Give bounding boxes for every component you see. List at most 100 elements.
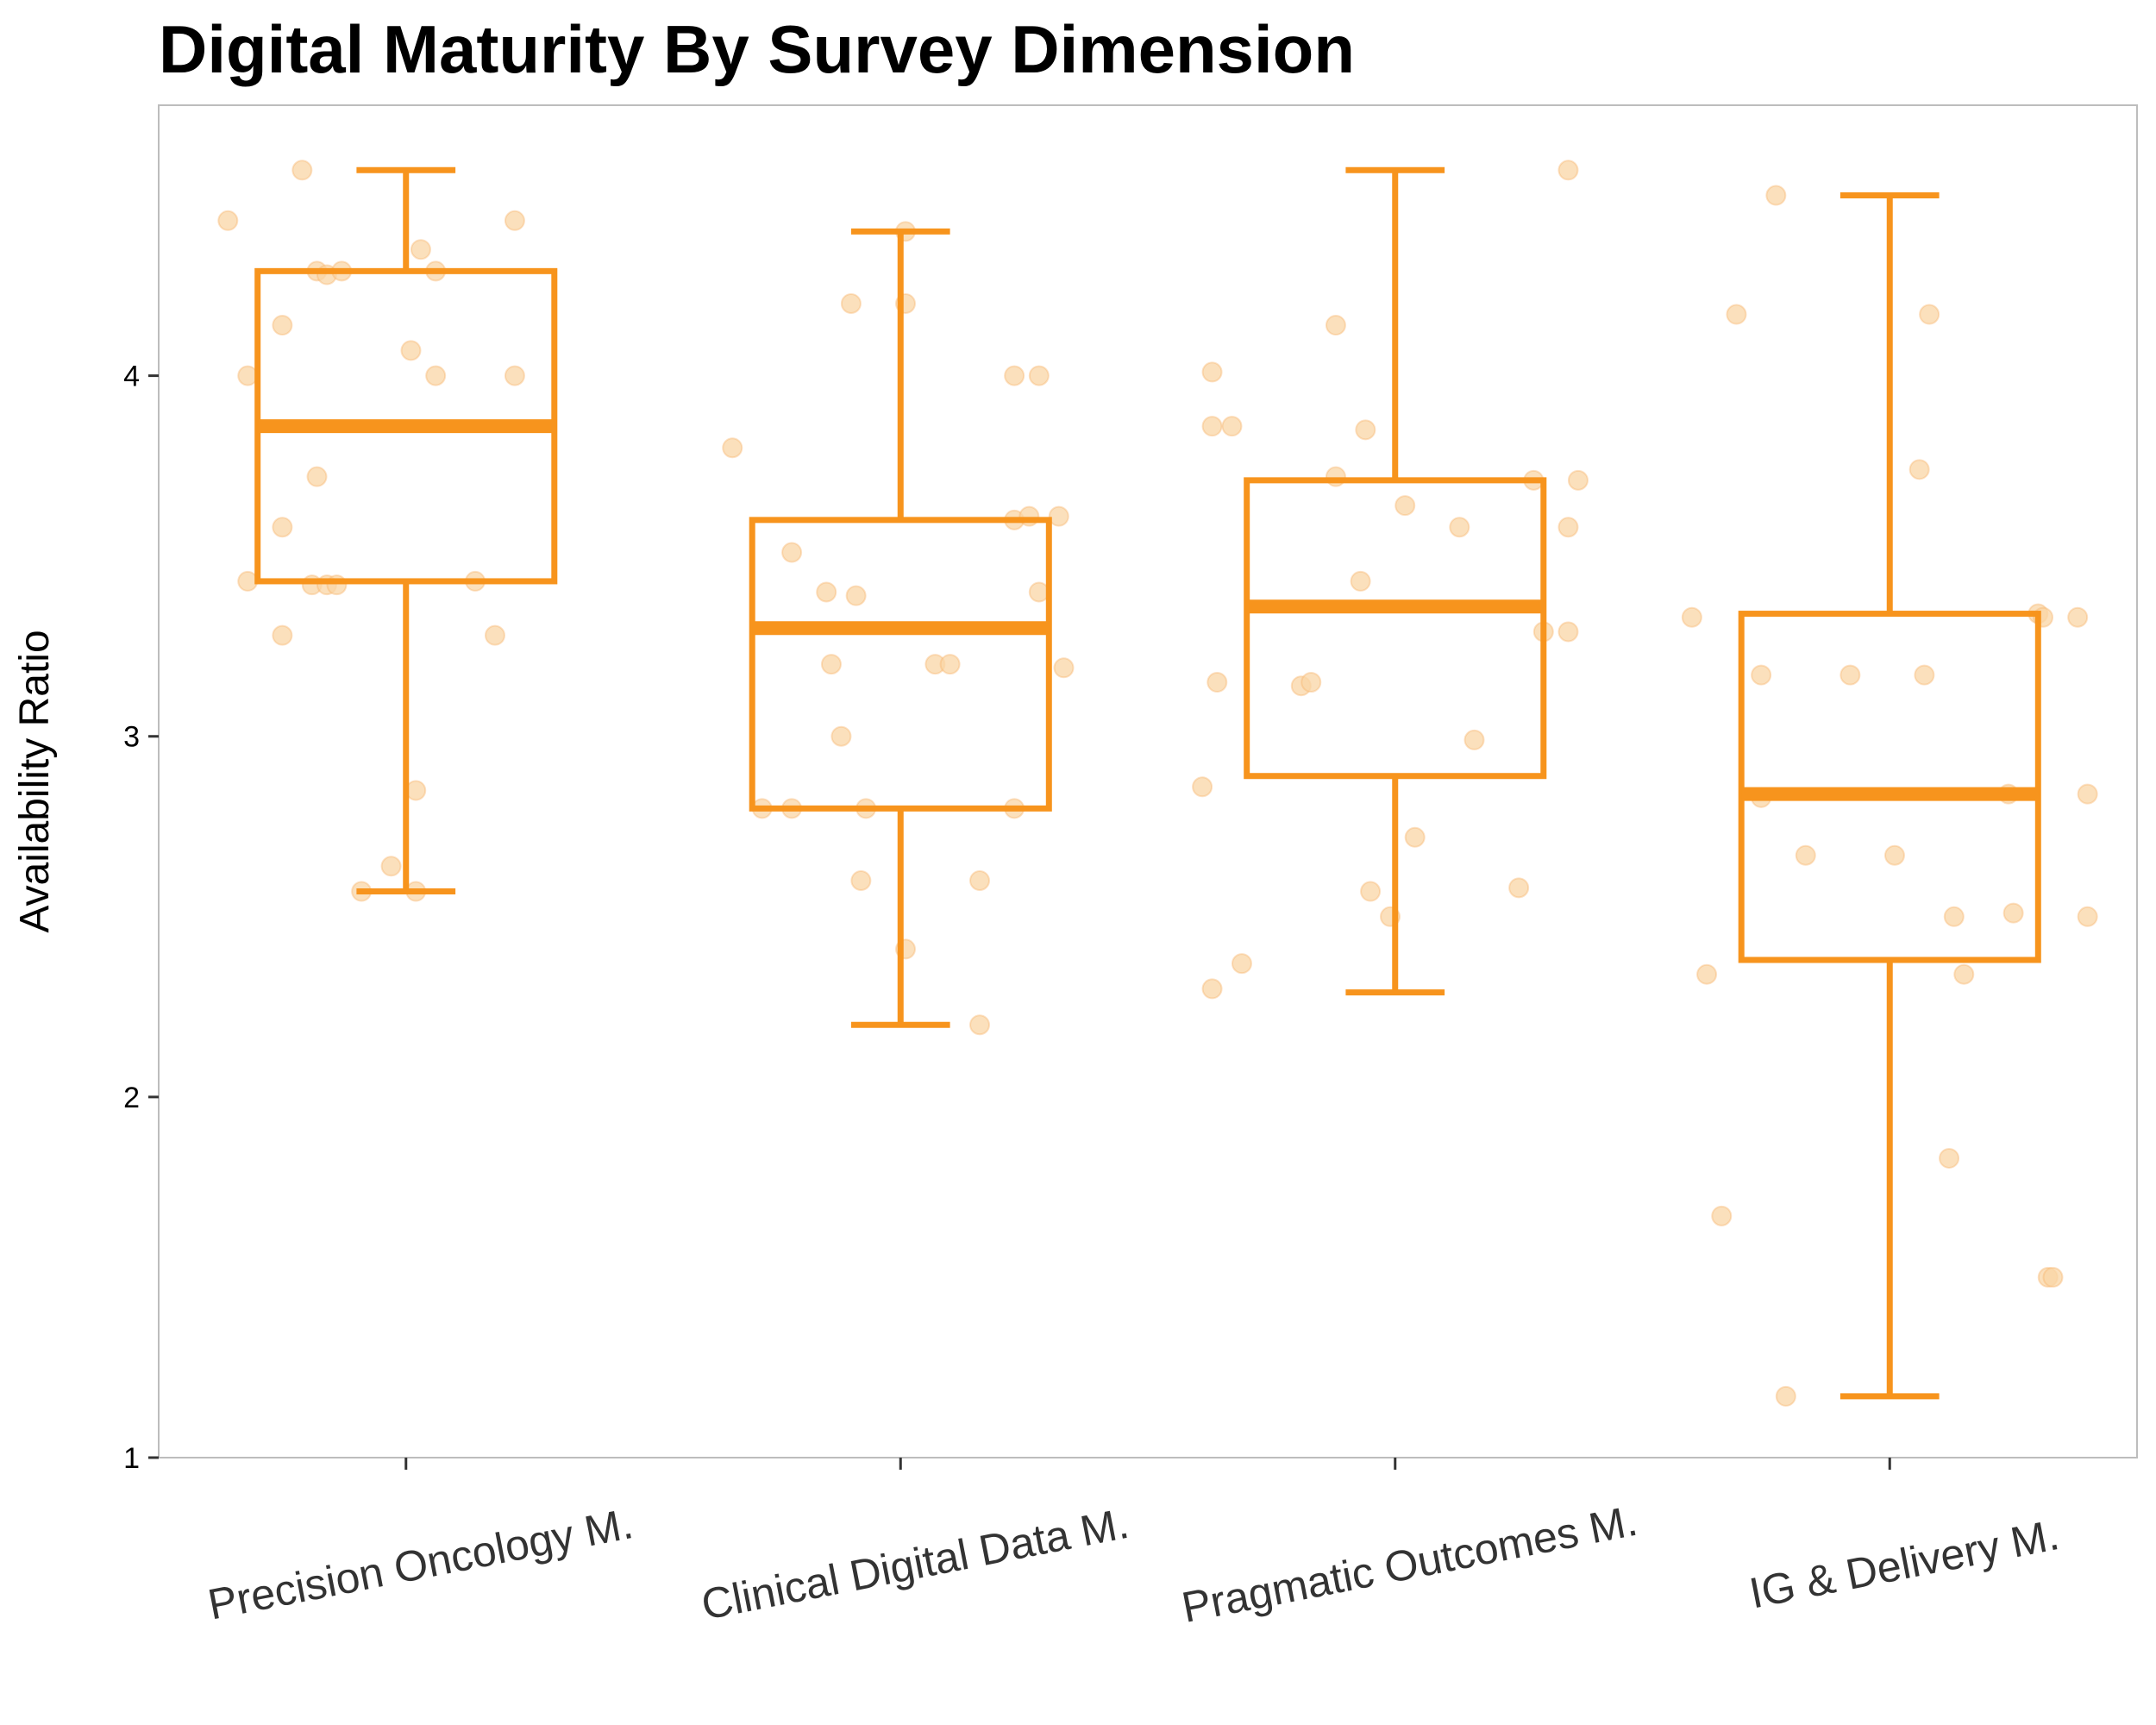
data-point <box>400 340 422 361</box>
box-3 <box>1244 166 1547 996</box>
data-point <box>291 160 313 181</box>
data-point <box>1696 963 1718 985</box>
data-point <box>272 315 293 336</box>
y-tick-label: 4 <box>123 361 140 393</box>
data-point <box>1192 776 1213 798</box>
data-point <box>1360 881 1382 902</box>
box-2 <box>749 228 1052 1028</box>
data-point <box>969 1014 991 1036</box>
data-point <box>380 856 402 877</box>
jitter-points <box>217 160 2098 1407</box>
data-point <box>1681 606 1702 628</box>
data-point <box>504 210 525 231</box>
data-point <box>1395 495 1416 517</box>
data-point <box>272 517 293 538</box>
y-tick-label: 3 <box>123 721 140 754</box>
y-tick-label: 2 <box>123 1082 140 1114</box>
data-point <box>425 365 447 386</box>
data-point <box>1953 963 1975 985</box>
data-point <box>2077 783 2098 805</box>
data-point <box>272 624 293 646</box>
x-tick-label: IG & Delivery M. <box>1745 1510 2063 1617</box>
data-point <box>1325 466 1346 487</box>
data-point <box>1028 365 1050 386</box>
data-point <box>1231 953 1252 975</box>
data-point <box>1908 459 1930 480</box>
data-point <box>1943 906 1965 927</box>
data-point <box>1018 505 1040 527</box>
data-point <box>1221 416 1243 437</box>
data-point <box>1201 978 1223 1000</box>
data-point <box>1355 419 1376 441</box>
data-point <box>722 437 743 459</box>
data-point <box>484 624 505 646</box>
data-point <box>1557 517 1579 538</box>
data-point <box>1795 844 1816 866</box>
data-point <box>830 725 852 747</box>
data-point <box>1201 361 1223 383</box>
data-point <box>2002 902 2024 924</box>
data-point <box>1711 1205 1733 1226</box>
data-point <box>1914 664 1935 686</box>
data-point <box>2067 606 2089 628</box>
y-axis-title: Availability Ratio <box>12 630 58 932</box>
data-point <box>237 365 259 386</box>
data-point <box>1765 185 1787 206</box>
data-point <box>1775 1385 1796 1407</box>
x-tick-label: Clinical Digital Data M. <box>698 1499 1132 1629</box>
box-iqr <box>1738 611 2041 963</box>
plot-border <box>158 104 2138 1458</box>
data-point <box>504 365 525 386</box>
data-point <box>410 239 431 260</box>
data-point <box>850 869 872 891</box>
box-iqr <box>749 517 1052 812</box>
axes: 1 2 3 4 Precision Oncology M. Clinical Digita… <box>12 361 2063 1632</box>
data-point <box>1201 416 1223 437</box>
data-point <box>816 581 837 603</box>
data-point <box>2077 906 2098 927</box>
data-point <box>1206 672 1228 693</box>
chart-title: Digital Maturity By Survey Dimension <box>159 11 1355 87</box>
data-point <box>1751 664 1772 686</box>
data-point <box>1839 664 1861 686</box>
data-point <box>217 210 239 231</box>
box-group <box>254 166 2041 1400</box>
box-1 <box>254 166 558 895</box>
x-tick-label: Precision Oncology M. <box>204 1499 637 1628</box>
plot-frame <box>158 104 2138 1458</box>
data-point <box>405 780 427 801</box>
data-point <box>1053 657 1075 679</box>
data-point <box>1449 517 1470 538</box>
data-point <box>2042 1266 2064 1288</box>
data-point <box>1463 729 1485 750</box>
data-point <box>969 869 991 891</box>
data-point <box>781 542 803 563</box>
data-point <box>1883 844 1905 866</box>
data-point <box>306 466 328 487</box>
x-tick-label: Pragmatic Outcomes M. <box>1178 1496 1641 1632</box>
data-point <box>1557 160 1579 181</box>
box-4 <box>1738 192 2041 1400</box>
data-point <box>1919 304 1940 325</box>
data-point <box>1557 621 1579 643</box>
data-point <box>1350 570 1371 592</box>
data-point <box>1726 304 1747 325</box>
data-point <box>840 292 862 314</box>
data-point <box>1404 826 1426 848</box>
data-point <box>1325 315 1346 336</box>
data-point <box>1567 469 1589 491</box>
data-point <box>1939 1147 1960 1169</box>
data-point <box>845 585 867 606</box>
y-tick-label: 1 <box>123 1442 140 1475</box>
data-point <box>1004 365 1025 386</box>
data-point <box>939 654 961 675</box>
box-iqr <box>1244 477 1547 780</box>
data-point <box>326 574 348 596</box>
data-point <box>1048 505 1069 527</box>
data-point <box>820 654 842 675</box>
data-point <box>1028 581 1050 603</box>
data-point <box>1508 877 1530 899</box>
data-point <box>237 570 259 592</box>
data-point <box>1300 672 1322 693</box>
